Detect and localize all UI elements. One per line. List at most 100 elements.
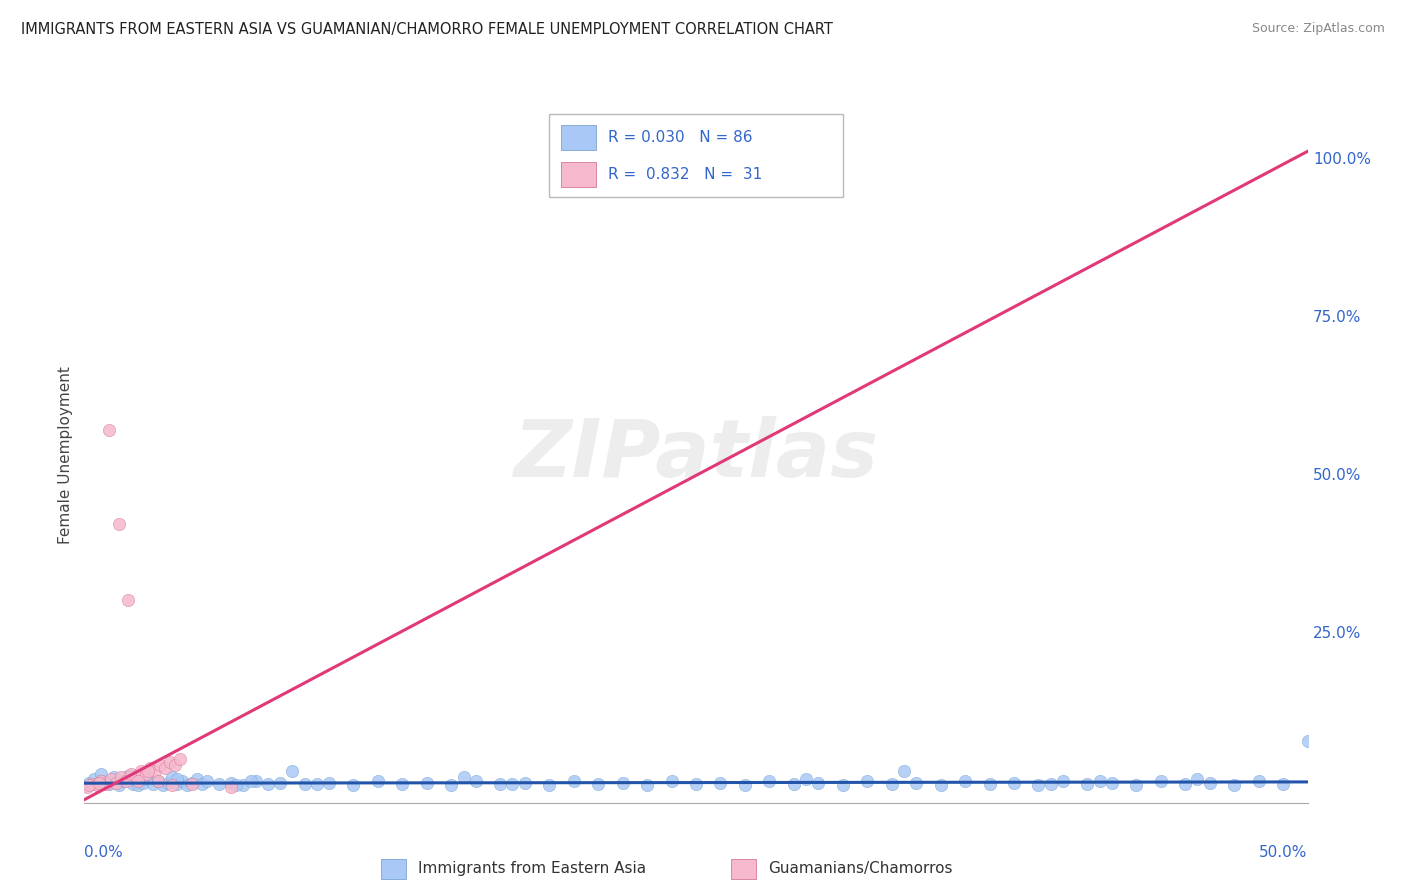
Point <box>80 777 103 791</box>
Point <box>219 775 242 789</box>
Point <box>166 777 188 791</box>
Point <box>1150 773 1173 788</box>
Point <box>93 773 115 788</box>
Text: Guamanians/Chamorros: Guamanians/Chamorros <box>768 862 952 876</box>
Point <box>1076 777 1098 791</box>
Point <box>208 777 231 791</box>
Point <box>127 778 149 792</box>
Point <box>225 778 247 792</box>
Point <box>880 777 903 791</box>
Point <box>502 777 524 791</box>
Point <box>120 767 142 781</box>
Point <box>1101 775 1123 789</box>
Point <box>103 771 125 785</box>
Point <box>97 777 120 791</box>
Point <box>905 775 928 789</box>
Point <box>86 778 108 792</box>
Point <box>794 772 817 786</box>
Point <box>758 773 780 788</box>
Point <box>856 773 879 788</box>
Point <box>685 777 707 791</box>
Point <box>586 777 609 791</box>
Point <box>1052 773 1074 788</box>
Point <box>146 773 169 788</box>
Point <box>1223 778 1246 792</box>
Text: Immigrants from Eastern Asia: Immigrants from Eastern Asia <box>418 862 645 876</box>
Point <box>156 775 179 789</box>
Point <box>117 769 139 783</box>
Point <box>709 775 731 789</box>
Point <box>166 772 188 786</box>
Point <box>513 775 536 789</box>
Point <box>807 775 830 789</box>
Point <box>1039 777 1062 791</box>
Point <box>76 780 98 794</box>
Point <box>169 751 191 765</box>
Point <box>1296 734 1319 748</box>
Point <box>342 778 364 792</box>
Point <box>783 777 806 791</box>
Point <box>112 773 135 788</box>
Point <box>87 778 110 792</box>
Text: 50.0%: 50.0% <box>1260 845 1308 860</box>
Point <box>661 773 683 788</box>
Point <box>257 777 280 791</box>
Point <box>391 777 413 791</box>
Point <box>176 778 198 792</box>
Point <box>416 775 439 789</box>
Point <box>232 778 254 792</box>
Point <box>440 778 463 792</box>
Point <box>245 773 267 788</box>
Text: IMMIGRANTS FROM EASTERN ASIA VS GUAMANIAN/CHAMORRO FEMALE UNEMPLOYMENT CORRELATI: IMMIGRANTS FROM EASTERN ASIA VS GUAMANIA… <box>21 22 832 37</box>
Point <box>172 773 194 788</box>
Point <box>136 772 159 786</box>
Point <box>115 773 138 788</box>
Point <box>953 773 976 788</box>
Point <box>181 777 204 791</box>
Point <box>90 773 112 788</box>
Point <box>125 771 148 785</box>
Point <box>153 761 176 775</box>
Text: Source: ZipAtlas.com: Source: ZipAtlas.com <box>1251 22 1385 36</box>
Point <box>162 771 184 785</box>
Point <box>612 775 634 789</box>
Point <box>107 778 129 792</box>
Point <box>127 773 149 788</box>
Point <box>367 773 389 788</box>
Point <box>269 775 291 789</box>
Point <box>1088 773 1111 788</box>
Point <box>181 775 204 789</box>
Point <box>1187 772 1209 786</box>
Point <box>149 757 172 772</box>
Point <box>96 777 118 791</box>
Point <box>97 423 120 437</box>
Point <box>979 777 1001 791</box>
Point <box>1247 773 1270 788</box>
Point <box>107 517 129 532</box>
Point <box>1272 777 1295 791</box>
Point <box>831 778 853 792</box>
Point <box>186 772 208 786</box>
Point <box>105 775 128 789</box>
Point <box>1028 778 1050 792</box>
Point <box>191 777 214 791</box>
Point <box>195 773 218 788</box>
Point <box>464 773 486 788</box>
Point <box>90 767 112 781</box>
Point <box>135 767 157 781</box>
Point <box>219 780 242 794</box>
Point <box>294 777 316 791</box>
Point <box>734 778 756 792</box>
Point <box>146 773 169 788</box>
Point <box>122 777 145 791</box>
Point <box>117 593 139 607</box>
Point <box>139 761 162 775</box>
Point <box>239 773 262 788</box>
Point <box>929 778 952 792</box>
Point <box>453 771 475 785</box>
Point <box>152 778 174 792</box>
Point <box>163 757 186 772</box>
Point <box>136 764 159 779</box>
Point <box>87 775 110 789</box>
Point <box>318 775 340 789</box>
